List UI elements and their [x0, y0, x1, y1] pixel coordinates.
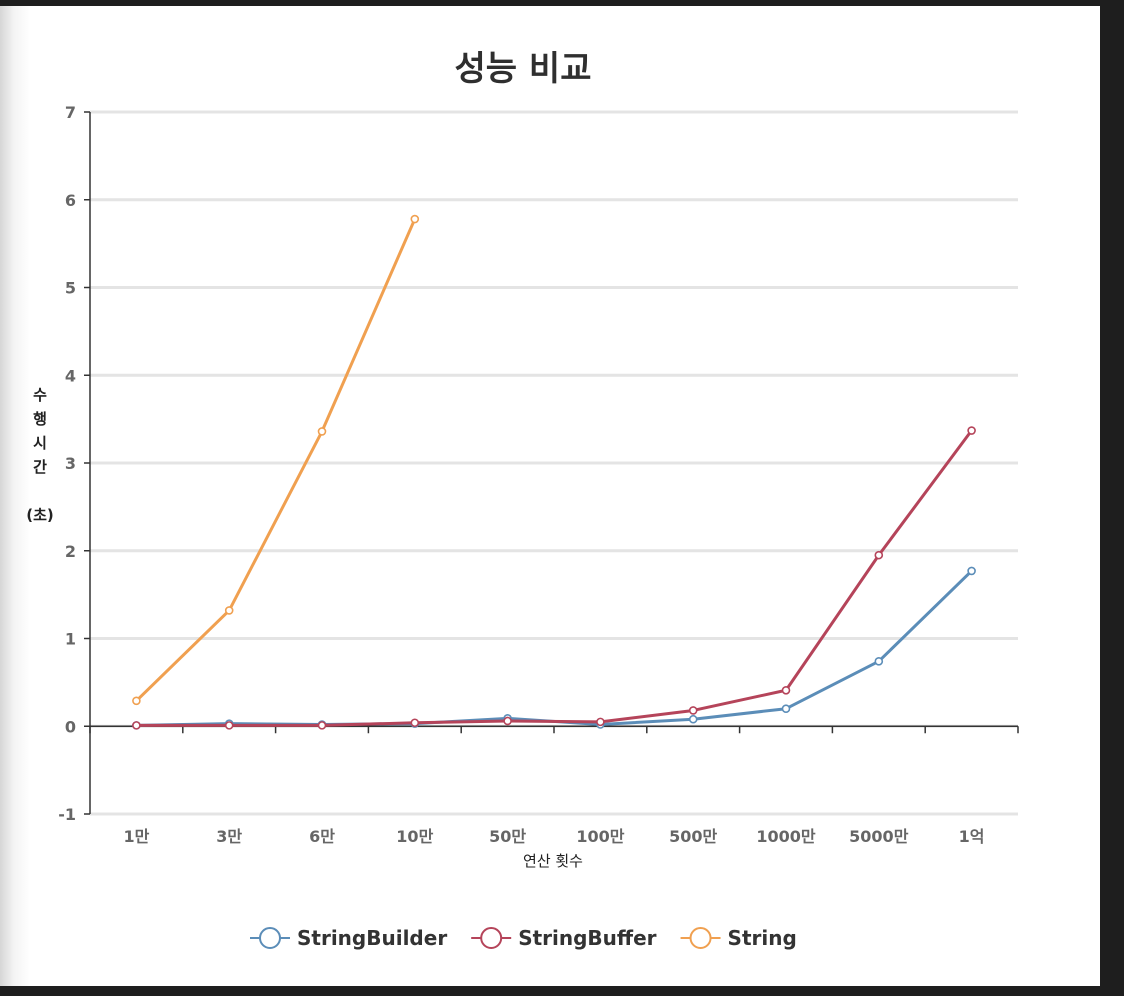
- top-border: [0, 0, 1124, 6]
- gridlines: [90, 110, 1018, 816]
- y-tick-label: 1: [65, 630, 76, 649]
- legend-swatch-circle-icon: [689, 927, 712, 949]
- data-point[interactable]: [317, 427, 327, 436]
- x-tick-label: 50만: [489, 827, 526, 846]
- series-lines: [132, 214, 976, 730]
- y-axis-label-char: (초): [26, 506, 54, 524]
- data-point[interactable]: [224, 721, 234, 730]
- x-tick-label: 10만: [396, 827, 433, 846]
- series-line: [136, 569, 973, 727]
- axes: -1 0 1 2 3 4 5 6 7 1만 3만 6만 10만 50만 100만 500만 1000만 5000만…: [58, 103, 1019, 846]
- data-point[interactable]: [596, 717, 605, 727]
- x-tick-label: 3만: [216, 827, 242, 846]
- data-point[interactable]: [410, 718, 420, 728]
- chart-title: 성능 비교: [455, 49, 592, 89]
- data-point[interactable]: [688, 706, 698, 715]
- legend-swatch-circle-icon: [480, 927, 503, 949]
- data-point[interactable]: [967, 426, 976, 435]
- data-point[interactable]: [224, 606, 234, 615]
- legend-label: StringBuilder: [297, 926, 447, 950]
- data-point[interactable]: [874, 657, 884, 666]
- data-point[interactable]: [503, 716, 512, 726]
- y-tick-label: 4: [65, 366, 76, 385]
- y-axis-label-char: 수: [33, 386, 47, 404]
- y-tick-label: 0: [65, 717, 76, 736]
- x-tick-label: 6만: [309, 827, 335, 846]
- data-point[interactable]: [317, 721, 327, 730]
- legend-item[interactable]: String: [680, 926, 797, 950]
- data-point[interactable]: [781, 704, 791, 714]
- bottom-border: [0, 986, 1124, 996]
- series-line: [136, 429, 973, 727]
- y-tick-label: 5: [65, 279, 76, 298]
- y-axis-label-char: 행: [33, 410, 47, 428]
- data-point[interactable]: [967, 566, 976, 576]
- legend[interactable]: StringBuilder StringBuffer String: [250, 926, 797, 950]
- legend-label: String: [728, 926, 797, 950]
- x-tick-label: 1000만: [756, 827, 816, 846]
- x-axis-label: 연산 횟수: [523, 852, 583, 870]
- data-point[interactable]: [410, 214, 420, 224]
- data-point[interactable]: [781, 685, 791, 695]
- x-tick-label: 1만: [123, 827, 149, 846]
- y-tick-label: 7: [65, 103, 76, 122]
- y-axis-label-char: 시: [33, 434, 47, 452]
- data-point[interactable]: [132, 721, 141, 730]
- y-tick-label: 2: [65, 542, 76, 561]
- data-point[interactable]: [132, 696, 141, 706]
- y-tick-label: -1: [58, 805, 76, 824]
- legend-swatch-circle-icon: [259, 927, 281, 949]
- x-tick-label: 1억: [959, 827, 985, 846]
- legend-item[interactable]: StringBuilder: [250, 926, 447, 950]
- data-point[interactable]: [688, 714, 698, 724]
- x-tick-label: 5000만: [849, 827, 909, 846]
- data-point[interactable]: [874, 550, 884, 560]
- y-tick-label: 3: [65, 454, 76, 473]
- y-tick-label: 6: [65, 191, 76, 210]
- chart-panel: [0, 6, 1100, 986]
- x-tick-label: 100만: [576, 827, 624, 846]
- legend-item[interactable]: StringBuffer: [471, 926, 657, 950]
- series-line: [135, 218, 417, 702]
- y-axis-label-char: 간: [33, 458, 47, 476]
- x-tick-label: 500만: [669, 827, 717, 846]
- line-chart: 성능 비교 -1 0 1 2 3 4 5 6 7 1만 3만 6만 10만 50만 100만 500만 1000…: [26, 49, 1019, 950]
- legend-label: StringBuffer: [518, 926, 656, 950]
